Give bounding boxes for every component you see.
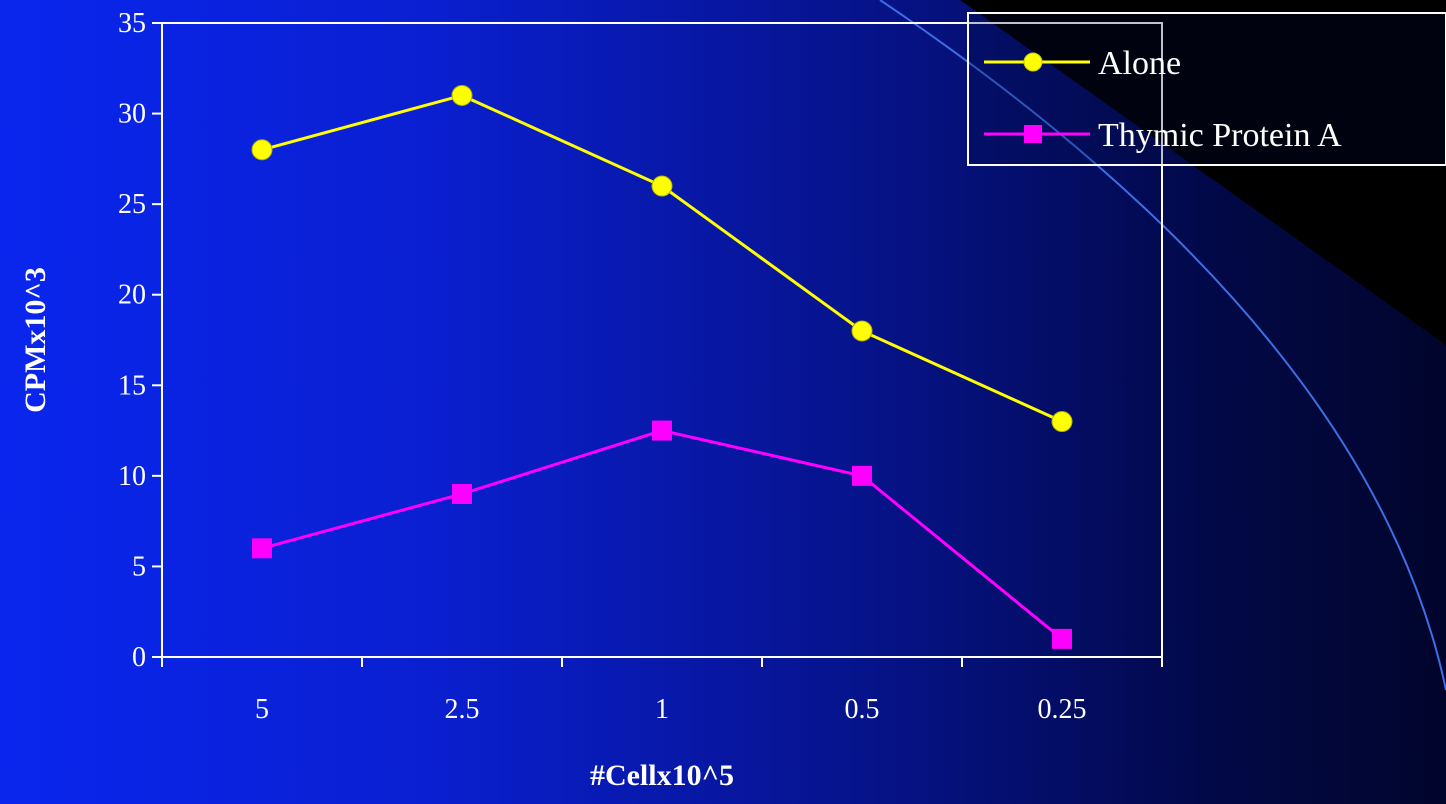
x-tick-label: 5 [255,694,269,725]
y-tick-label: 20 [118,280,146,311]
legend-marker-thymic-protein-a [1024,125,1042,143]
plot-area [161,22,1163,658]
data-point-alone [251,139,273,161]
y-tick-label: 10 [118,461,146,492]
x-axis: 5 2.5 1 0.5 0.25 [161,657,1163,725]
y-tick-label: 0 [132,642,146,673]
x-axis-title: #Cellx10^5 [590,759,734,792]
data-point-alone [651,175,673,197]
background-dark-wedge [960,0,1446,345]
y-tick-label: 15 [118,370,146,401]
data-point-alone [851,320,873,342]
legend-label-thymic-protein-a: Thymic Protein A [1098,117,1342,154]
legend-box [967,12,1446,166]
data-point-alone [451,84,473,106]
data-point-alone [1051,411,1073,433]
x-tick-label: 0.25 [1038,694,1087,725]
y-tick-label: 30 [118,99,146,130]
x-tick-label: 0.5 [845,694,880,725]
y-tick-label: 35 [118,8,146,39]
series-line-thymic-protein-a [261,429,1063,641]
data-point-thymic-protein-a [652,420,672,441]
legend-label-alone: Alone [1098,45,1181,82]
y-axis-title: CPMx10^3 [19,267,52,413]
legend-marker-alone [1023,52,1043,72]
data-point-thymic-protein-a [852,465,872,486]
x-tick-label: 2.5 [445,694,480,725]
y-tick-label: 25 [118,189,146,220]
data-point-thymic-protein-a [1052,628,1072,649]
y-axis: 0 5 10 15 20 25 30 35 [118,8,162,673]
series-line-alone [261,93,1063,423]
data-point-thymic-protein-a [452,483,472,504]
data-point-thymic-protein-a [252,538,272,559]
x-tick-label: 1 [655,694,669,725]
legend: Alone Thymic Protein A [967,12,1446,166]
series-layer [251,84,1073,649]
background-arc [879,0,1446,691]
y-tick-label: 5 [132,551,146,582]
